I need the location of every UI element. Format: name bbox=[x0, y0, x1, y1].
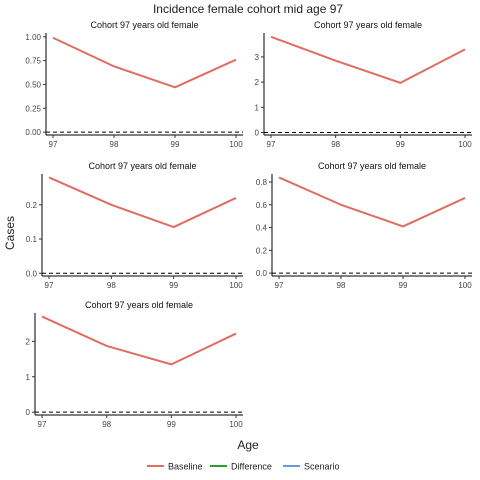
legend-label-difference: Difference bbox=[231, 462, 272, 472]
x-tick-label: 97 bbox=[49, 140, 58, 149]
x-tick-label: 98 bbox=[337, 281, 346, 290]
panel-title: Cohort 97 years old female bbox=[90, 20, 198, 30]
panel-1: Cohort 97 years old female 0.00 0.25 0.50 0.… bbox=[25, 20, 243, 149]
x-tick-label: 98 bbox=[331, 140, 340, 149]
y-tick-label: 0.75 bbox=[25, 57, 41, 66]
y-tick-label: 0.0 bbox=[256, 269, 268, 278]
x-tick-label: 99 bbox=[169, 281, 178, 290]
y-tick-label: 0.6 bbox=[256, 201, 268, 210]
x-tick-label: 97 bbox=[45, 281, 54, 290]
y-tick-label: 1 bbox=[255, 103, 260, 112]
y-tick-label: 1 bbox=[26, 373, 31, 382]
legend: Baseline Difference Scenario bbox=[147, 462, 340, 472]
y-tick-label: 0 bbox=[26, 408, 31, 417]
y-tick-label: 1.00 bbox=[25, 33, 41, 42]
x-tick-label: 99 bbox=[399, 281, 408, 290]
y-tick-label: 0.50 bbox=[25, 80, 41, 89]
x-tick-label: 99 bbox=[396, 140, 405, 149]
y-tick-label: 3 bbox=[255, 53, 260, 62]
x-tick-label: 100 bbox=[458, 281, 472, 290]
x-tick-label: 100 bbox=[229, 420, 243, 429]
x-axis-label: Age bbox=[237, 438, 259, 452]
panel-title: Cohort 97 years old female bbox=[314, 20, 422, 30]
series-line-baseline bbox=[270, 35, 466, 84]
panel-4: Cohort 97 years old female 0.0 0.2 0.4 0.6 0.… bbox=[256, 161, 472, 290]
y-tick-label: 0.2 bbox=[256, 246, 268, 255]
x-tick-label: 97 bbox=[267, 140, 276, 149]
y-tick-label: 0.00 bbox=[25, 128, 41, 137]
panel-title: Cohort 97 years old female bbox=[85, 300, 193, 310]
y-tick-label: 0.4 bbox=[256, 224, 268, 233]
panels: Cohort 97 years old female0.000.250.500.… bbox=[25, 20, 472, 429]
y-tick-label: 2 bbox=[26, 337, 31, 346]
series-line-baseline bbox=[41, 315, 237, 366]
x-tick-label: 98 bbox=[107, 281, 116, 290]
x-tick-label: 100 bbox=[229, 140, 243, 149]
series-line-baseline bbox=[278, 176, 466, 228]
panel-title: Cohort 97 years old female bbox=[88, 161, 196, 171]
y-tick-label: 2 bbox=[255, 78, 260, 87]
series-line-baseline bbox=[48, 176, 237, 229]
legend-label-baseline: Baseline bbox=[168, 462, 203, 472]
x-tick-label: 100 bbox=[229, 281, 243, 290]
y-tick-label: 0.25 bbox=[25, 104, 41, 113]
panel-5: Cohort 97 years old female 0 1 2 97 98 99 100 bbox=[26, 300, 244, 429]
x-tick-label: 97 bbox=[275, 281, 284, 290]
y-axis-label: Cases bbox=[3, 216, 17, 250]
legend-label-scenario: Scenario bbox=[304, 462, 340, 472]
x-tick-label: 98 bbox=[110, 140, 119, 149]
series-line-baseline bbox=[52, 36, 237, 89]
panel-2: Cohort 97 years old female 0 1 2 3 97 98 99 100 bbox=[255, 20, 473, 149]
y-tick-label: 0 bbox=[255, 128, 260, 137]
y-tick-label: 0.2 bbox=[26, 201, 38, 210]
x-tick-label: 99 bbox=[171, 140, 180, 149]
y-tick-label: 0.0 bbox=[26, 269, 38, 278]
y-tick-label: 0.8 bbox=[256, 178, 268, 187]
figure-title: Incidence female cohort mid age 97 bbox=[153, 2, 343, 16]
y-tick-label: 0.1 bbox=[26, 235, 38, 244]
panel-title: Cohort 97 years old female bbox=[318, 161, 426, 171]
panel-3: Cohort 97 years old female 0.0 0.1 0.2 97 98 9… bbox=[26, 161, 243, 290]
x-tick-label: 98 bbox=[102, 420, 111, 429]
x-tick-label: 99 bbox=[167, 420, 176, 429]
x-tick-label: 97 bbox=[38, 420, 47, 429]
x-tick-label: 100 bbox=[458, 140, 472, 149]
